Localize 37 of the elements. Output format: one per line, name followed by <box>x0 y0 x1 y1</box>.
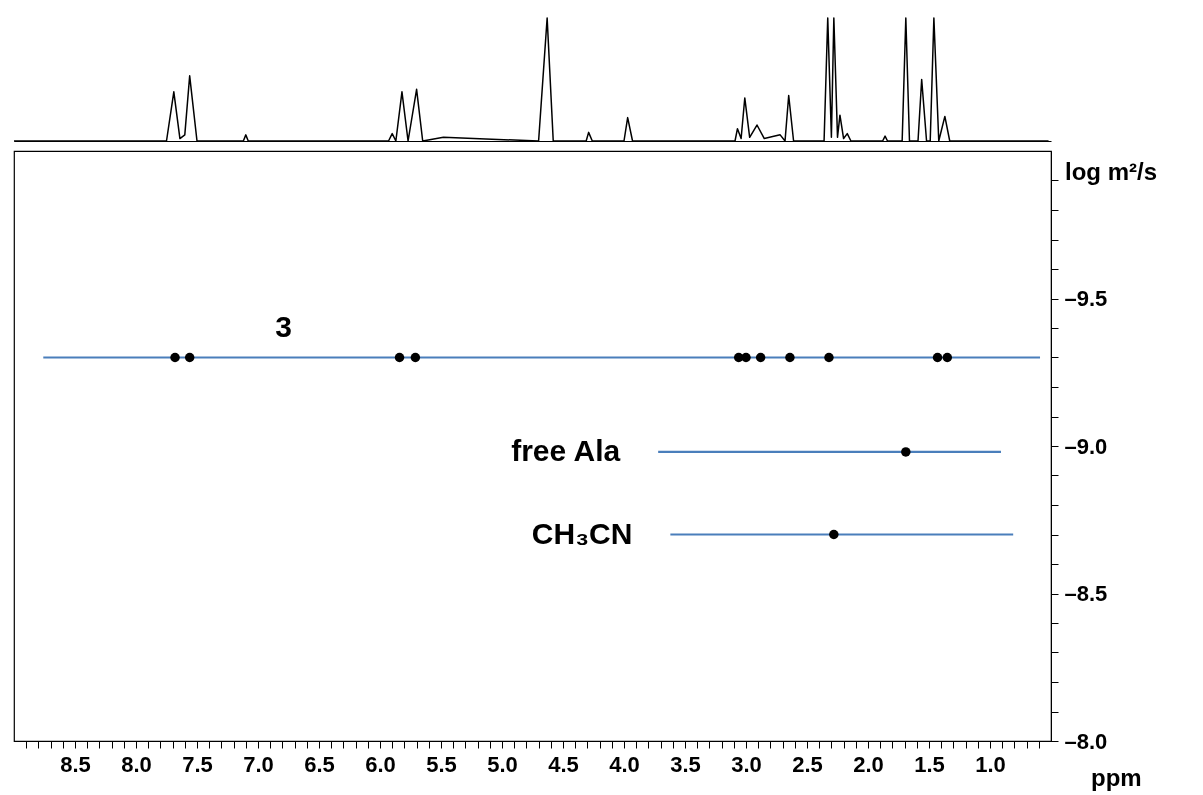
point <box>755 352 766 363</box>
point <box>170 352 180 363</box>
point <box>741 352 751 363</box>
point <box>901 447 911 457</box>
x-tick-label: 6.5 <box>304 751 335 777</box>
x-tick-label: 8.5 <box>60 751 91 777</box>
x-axis-title: ppm <box>1091 764 1142 791</box>
x-tick-label: 3.0 <box>731 751 762 777</box>
point <box>184 352 195 363</box>
x-tick-label: 1.5 <box>914 751 945 777</box>
x-tick-label: 6.0 <box>365 751 396 777</box>
annotation: 3 <box>275 309 293 343</box>
x-tick-label: 2.5 <box>792 751 823 777</box>
y-tick-label: –9.5 <box>1064 286 1108 311</box>
x-tick-label: 3.5 <box>670 751 701 777</box>
x-tick-label: 7.5 <box>182 751 213 777</box>
x-tick-label: 8.0 <box>121 751 152 777</box>
x-tick-label: 4.0 <box>609 751 640 777</box>
point <box>824 352 834 363</box>
annotation: free Ala <box>511 433 621 467</box>
point <box>942 352 953 363</box>
x-tick-label: 1.0 <box>975 751 1006 777</box>
y-axis-title: log m²/s <box>1065 158 1158 185</box>
y-tick-label: –8.0 <box>1064 728 1108 754</box>
x-tick-label: 5.5 <box>426 751 457 777</box>
y-tick-label: –8.5 <box>1064 581 1108 606</box>
point <box>394 352 405 363</box>
x-tick-label: 7.0 <box>243 751 274 777</box>
x-tick-label: 2.0 <box>853 751 884 777</box>
point <box>829 529 839 540</box>
point <box>410 352 421 363</box>
point <box>932 352 943 363</box>
y-tick-label: –9.0 <box>1064 433 1108 459</box>
x-tick-label: 5.0 <box>487 751 518 777</box>
annotation: CH₃CN <box>531 516 633 550</box>
x-tick-label: 4.5 <box>548 751 579 777</box>
point <box>785 352 795 363</box>
